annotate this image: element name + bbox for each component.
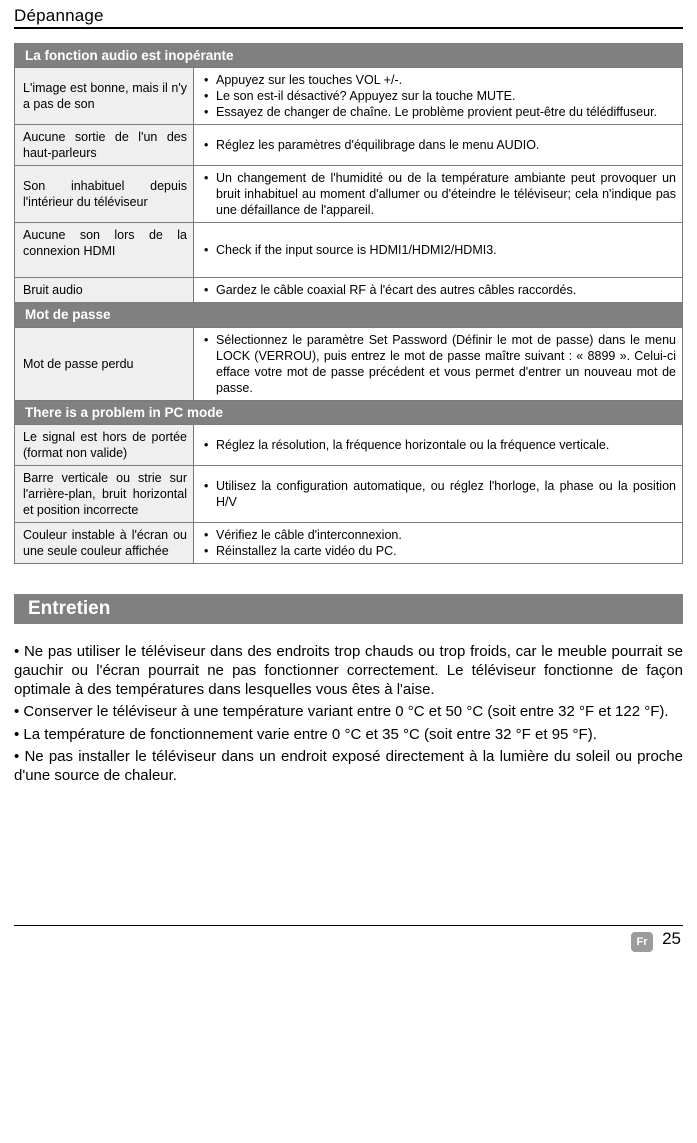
row-issue: L'image est bonne, mais il n'y a pas de … [15, 68, 194, 125]
row-issue: Barre verticale ou strie sur l'arrière-p… [15, 465, 194, 522]
list-item: Gardez le câble coaxial RF à l'écart des… [202, 282, 676, 298]
maintenance-body: • Ne pas utiliser le téléviseur dans des… [14, 642, 683, 785]
maintenance-para: • Ne pas utiliser le téléviseur dans des… [14, 642, 683, 700]
table-row: L'image est bonne, mais il n'y a pas de … [15, 68, 683, 125]
row-solution: Vérifiez le câble d'interconnexion. Réin… [194, 522, 683, 563]
table-row: Aucune sortie de l'un des haut-parleurs … [15, 125, 683, 166]
pc-header: There is a problem in PC mode [15, 400, 683, 424]
maintenance-para: • Conserver le téléviseur à une températ… [14, 702, 683, 721]
maintenance-para: • La température de fonctionnement varie… [14, 725, 683, 744]
list-item: Réglez les paramètres d'équilibrage dans… [202, 137, 676, 153]
row-issue: Mot de passe perdu [15, 327, 194, 400]
list-item: Essayez de changer de chaîne. Le problèm… [202, 104, 676, 120]
lang-badge: Fr [631, 932, 653, 952]
table-row: Bruit audio Gardez le câble coaxial RF à… [15, 278, 683, 303]
list-item: Le son est-il désactivé? Appuyez sur la … [202, 88, 676, 104]
row-solution: Un changement de l'humidité ou de la tem… [194, 166, 683, 223]
list-item: Check if the input source is HDMI1/HDMI2… [202, 242, 676, 258]
list-item: Vérifiez le câble d'interconnexion. [202, 527, 676, 543]
list-item: Utilisez la configuration automatique, o… [202, 478, 676, 510]
table-row: Aucune son lors de la connexion HDMI Che… [15, 223, 683, 278]
maintenance-para: • Ne pas installer le téléviseur dans un… [14, 747, 683, 785]
row-solution: Gardez le câble coaxial RF à l'écart des… [194, 278, 683, 303]
page: Dépannage La fonction audio est inopéran… [0, 0, 697, 965]
row-solution: Utilisez la configuration automatique, o… [194, 465, 683, 522]
maintenance-title: Entretien [14, 594, 683, 624]
list-item: Un changement de l'humidité ou de la tem… [202, 170, 676, 218]
row-issue: Aucune son lors de la connexion HDMI [15, 223, 194, 278]
list-item: Réinstallez la carte vidéo du PC. [202, 543, 676, 559]
list-item: Appuyez sur les touches VOL +/-. [202, 72, 676, 88]
row-solution: Appuyez sur les touches VOL +/-. Le son … [194, 68, 683, 125]
doc-title: Dépannage [14, 6, 683, 29]
troubleshooting-table: La fonction audio est inopérante L'image… [14, 43, 683, 564]
row-issue: Son inhabituel depuis l'intérieur du tél… [15, 166, 194, 223]
row-issue: Le signal est hors de portée (format non… [15, 424, 194, 465]
table-row: Barre verticale ou strie sur l'arrière-p… [15, 465, 683, 522]
row-solution: Sélectionnez le paramètre Set Password (… [194, 327, 683, 400]
list-item: Sélectionnez le paramètre Set Password (… [202, 332, 676, 396]
footer: Fr 25 [14, 925, 683, 955]
page-number: 25 [662, 929, 681, 949]
row-issue: Bruit audio [15, 278, 194, 303]
list-item: Réglez la résolution, la fréquence horiz… [202, 437, 676, 453]
row-solution: Réglez la résolution, la fréquence horiz… [194, 424, 683, 465]
table-row: Mot de passe perdu Sélectionnez le param… [15, 327, 683, 400]
row-solution: Check if the input source is HDMI1/HDMI2… [194, 223, 683, 278]
row-issue: Aucune sortie de l'un des haut-parleurs [15, 125, 194, 166]
audio-header: La fonction audio est inopérante [15, 44, 683, 68]
row-solution: Réglez les paramètres d'équilibrage dans… [194, 125, 683, 166]
table-row: Couleur instable à l'écran ou une seule … [15, 522, 683, 563]
table-row: Le signal est hors de portée (format non… [15, 424, 683, 465]
table-row: Son inhabituel depuis l'intérieur du tél… [15, 166, 683, 223]
password-header: Mot de passe [15, 303, 683, 327]
row-issue: Couleur instable à l'écran ou une seule … [15, 522, 194, 563]
